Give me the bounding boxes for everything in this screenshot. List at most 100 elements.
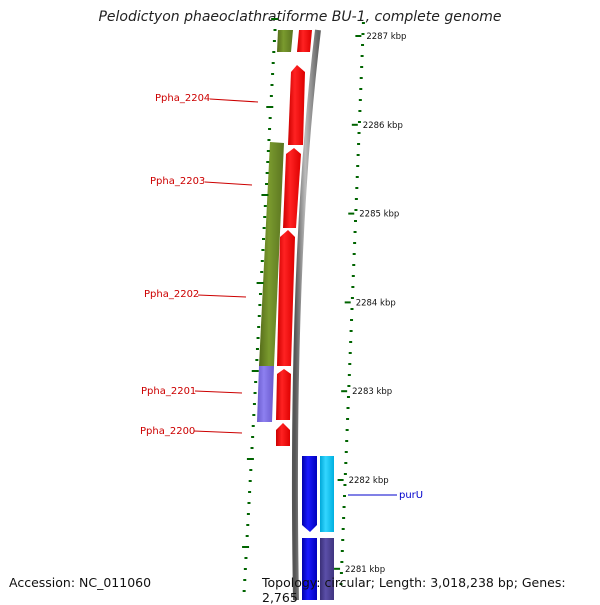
gene-cyan-purU — [320, 456, 334, 532]
scale-tick — [355, 35, 362, 37]
gene-blue-bottom — [302, 538, 317, 600]
scale-tick — [348, 212, 355, 215]
gc-dot — [346, 396, 350, 398]
gc-dot — [265, 183, 269, 185]
gene-label[interactable]: Ppha_2204 — [155, 93, 210, 104]
gc-dot — [342, 506, 346, 508]
gene-labels-right: purU — [348, 490, 423, 501]
gc-dot — [252, 403, 256, 405]
gc-dot — [256, 282, 264, 284]
gc-dot — [348, 352, 352, 354]
gene-label[interactable]: Ppha_2201 — [141, 386, 196, 397]
gc-dot — [242, 590, 246, 592]
scale-tick-label: 2287 kbp — [366, 32, 406, 42]
gc-dot — [347, 374, 351, 376]
scale-tick-label: 2282 kbp — [349, 476, 389, 486]
gc-dot — [258, 304, 262, 306]
gc-dot — [250, 447, 254, 449]
gc-dot — [356, 165, 360, 167]
gc-dot — [350, 297, 354, 299]
gc-dot — [247, 502, 251, 504]
gc-dot — [354, 198, 358, 200]
gc-dot — [251, 436, 255, 438]
gc-dot — [260, 271, 264, 273]
gc-dot — [258, 293, 262, 295]
gc-dot — [340, 550, 344, 552]
gc-dot — [263, 216, 267, 218]
gene-label[interactable]: purU — [399, 490, 423, 501]
gc-dot — [268, 128, 272, 130]
gene-label-leader — [193, 430, 243, 434]
gc-dot — [341, 539, 345, 541]
gc-dot — [262, 227, 266, 229]
gc-dot — [348, 363, 352, 365]
gc-dot — [350, 319, 354, 321]
gc-dot — [353, 242, 357, 244]
gc-dot — [339, 572, 343, 574]
gc-dot — [356, 154, 360, 156]
gene-label[interactable]: Ppha_2203 — [150, 176, 205, 187]
gc-dot — [357, 121, 361, 123]
gc-dot — [255, 359, 259, 361]
gc-dot — [251, 370, 259, 372]
cds-arrow-ppha-2204 — [288, 65, 305, 145]
gc-dot — [358, 99, 362, 101]
gc-dot — [245, 535, 249, 537]
gc-dot — [344, 451, 348, 453]
gc-dot — [355, 187, 359, 189]
gc-dot — [343, 484, 347, 486]
gc-dot — [254, 381, 258, 383]
gc-dot — [351, 286, 355, 288]
gc-dot — [345, 440, 349, 442]
gc-dot — [251, 425, 255, 427]
cds-arrow-ppha-2200 — [276, 423, 290, 446]
gc-dot — [359, 77, 363, 79]
gc-skew-dots-right — [339, 22, 365, 585]
kbp-scale: 2287 kbp 2286 kbp 2285 kbp 2284 kbp 2283 kbp… — [334, 32, 406, 575]
scale-tick-label: 2281 kbp — [345, 565, 385, 575]
gc-dot — [361, 22, 365, 24]
gc-skew-dots-left — [242, 18, 279, 592]
scale-tick-label: 2284 kbp — [356, 298, 396, 308]
gene-label-leader — [197, 294, 247, 298]
cog-feature-ppha-2201 — [257, 366, 274, 422]
gc-dot — [343, 473, 347, 475]
gc-dot — [341, 528, 345, 530]
gene-labels-left: Ppha_2204 Ppha_2203 Ppha_2202 Ppha_2201 Ppha… — [140, 93, 259, 437]
gene-label-leader — [209, 98, 259, 103]
gc-dot — [355, 176, 359, 178]
gene-label[interactable]: Ppha_2202 — [144, 289, 199, 300]
scale-tick-label: 2286 kbp — [363, 121, 403, 131]
gc-dot — [339, 583, 343, 585]
gene-label[interactable]: Ppha_2200 — [140, 426, 195, 437]
gc-dot — [360, 66, 364, 68]
scale-tick-label: 2285 kbp — [359, 210, 399, 220]
gc-dot — [354, 220, 357, 222]
scale-tick — [341, 390, 348, 393]
gc-dot — [271, 62, 275, 64]
gc-dot — [361, 44, 365, 46]
cds-arrow-ppha-2201 — [276, 369, 291, 420]
scale-tick-label: 2283 kbp — [352, 387, 392, 397]
accession-text: Accession: NC_011060 — [9, 575, 152, 590]
gc-dot — [361, 33, 365, 35]
gc-dot — [353, 231, 357, 233]
cds-arrow-top — [297, 30, 312, 52]
genome-backbone — [291, 29, 321, 600]
gc-dot — [340, 561, 344, 563]
topology-summary: Topology: circular; Length: 3,018,238 bp… — [262, 575, 566, 605]
gene-navy-bottom — [320, 538, 334, 600]
scale-tick — [337, 479, 344, 481]
scale-tick — [344, 301, 351, 304]
gc-dot — [257, 315, 261, 317]
gc-dot — [352, 253, 356, 255]
gc-dot — [272, 40, 276, 42]
gc-dot — [350, 308, 354, 310]
gc-dot — [270, 84, 274, 86]
gc-dot — [354, 209, 358, 211]
scale-tick — [351, 123, 358, 126]
gc-dot — [266, 106, 274, 108]
gc-dot — [352, 264, 356, 266]
gc-dot — [256, 337, 260, 339]
